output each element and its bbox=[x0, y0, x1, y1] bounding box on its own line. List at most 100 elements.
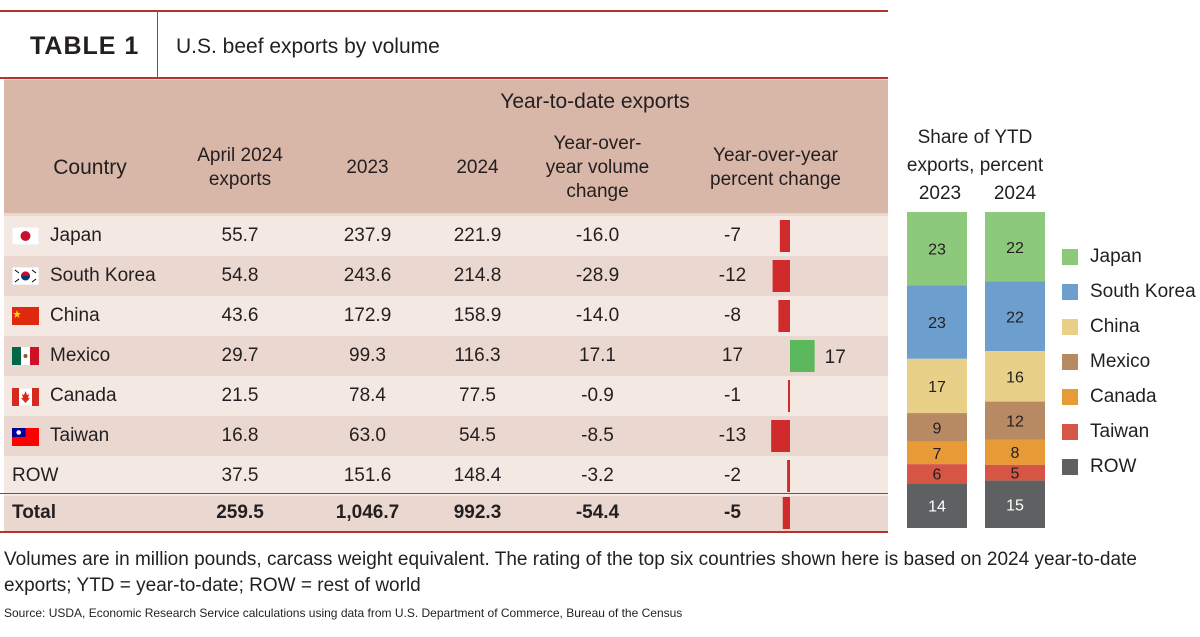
y2023-cell: 237.9 bbox=[343, 225, 392, 246]
legend-label: ROW bbox=[1090, 456, 1137, 477]
country-cell: Taiwan bbox=[50, 425, 110, 446]
table-label: TABLE 1 bbox=[30, 32, 140, 60]
country-cell: Mexico bbox=[50, 345, 111, 366]
country-cell: Canada bbox=[50, 385, 117, 406]
vol-change-cell: -3.2 bbox=[581, 465, 614, 486]
y2023-cell: 63.0 bbox=[349, 425, 386, 446]
april-cell: 54.8 bbox=[221, 265, 259, 286]
share-year-2023: 2023 bbox=[918, 183, 962, 204]
share-segment-canada-2023 bbox=[907, 441, 967, 465]
pct-change-cell: -8 bbox=[724, 305, 741, 326]
pct-change-cell: -7 bbox=[724, 225, 741, 246]
share-segment-row-2023 bbox=[907, 483, 967, 528]
pct-bar-total bbox=[782, 497, 790, 529]
y2024-header: 2024 bbox=[456, 157, 499, 178]
share-segment-label: 7 bbox=[933, 446, 942, 463]
y2024-cell: 116.3 bbox=[454, 345, 501, 366]
pct-bar-label: 17 bbox=[825, 347, 846, 368]
legend-swatch bbox=[1062, 354, 1078, 370]
share-segment-label: 17 bbox=[928, 379, 946, 396]
japan-flag bbox=[12, 227, 39, 245]
april-cell: 37.5 bbox=[221, 465, 259, 486]
legend-swatch bbox=[1062, 459, 1078, 475]
share-segment-label: 16 bbox=[1006, 369, 1024, 386]
y2024-cell: 221.9 bbox=[453, 225, 502, 246]
share-segment-japan-2023 bbox=[907, 212, 967, 286]
share-segment-label: 8 bbox=[1011, 445, 1020, 462]
share-segment-china-2023 bbox=[907, 358, 967, 414]
y2023-header: 2023 bbox=[346, 157, 389, 178]
table-notes: Volumes are in million pounds, carcass w… bbox=[4, 549, 1137, 596]
y2024-cell: 54.5 bbox=[459, 425, 496, 446]
share-segment-taiwan-2023 bbox=[907, 464, 967, 484]
y2023-cell: 78.4 bbox=[349, 385, 386, 406]
legend-label: China bbox=[1090, 316, 1140, 337]
legend-swatch bbox=[1062, 319, 1078, 335]
total-rule bbox=[0, 493, 888, 494]
share-year-2024: 2024 bbox=[993, 183, 1037, 204]
mexico-flag bbox=[12, 347, 39, 365]
country-cell: ROW bbox=[12, 465, 59, 486]
share-segment-mexico-2024 bbox=[985, 401, 1045, 440]
share-segment-label: 9 bbox=[933, 420, 942, 437]
y2024-cell: 77.5 bbox=[459, 385, 496, 406]
share-header: Share of YTD exports, percent 2023 2024 bbox=[895, 124, 1055, 208]
pct-change-cell: -5 bbox=[724, 502, 741, 523]
y2023-cell: 243.6 bbox=[343, 265, 392, 286]
y2024-cell: 148.4 bbox=[453, 465, 502, 486]
pct-bar-taiwan bbox=[771, 420, 790, 452]
share-segment-label: 5 bbox=[1011, 466, 1020, 483]
legend-label: Japan bbox=[1090, 246, 1142, 267]
april-cell: 259.5 bbox=[216, 502, 264, 523]
country-header: Country bbox=[53, 156, 127, 179]
share-segment-label: 22 bbox=[1006, 309, 1024, 326]
y2023-cell: 151.6 bbox=[343, 465, 392, 486]
april-cell: 21.5 bbox=[221, 385, 259, 406]
share-segment-label: 6 bbox=[933, 467, 942, 484]
country-cell: South Korea bbox=[50, 265, 156, 286]
april-cell: 55.7 bbox=[221, 225, 259, 246]
country-cell: Japan bbox=[50, 225, 102, 246]
south-korea-flag bbox=[12, 267, 39, 285]
vol-change-cell: -28.9 bbox=[575, 265, 620, 286]
top-rule bbox=[0, 10, 888, 12]
percent-change-header: Year-over-year percent change bbox=[710, 145, 841, 190]
source-note: Source: USDA, Economic Research Service … bbox=[4, 606, 683, 620]
vol-change-cell: 17.1 bbox=[579, 345, 616, 366]
share-segment-china-2024 bbox=[985, 351, 1045, 402]
pct-bar-china bbox=[778, 300, 790, 332]
title-divider bbox=[157, 12, 158, 77]
share-segment-row-2024 bbox=[985, 480, 1045, 528]
legend-swatch bbox=[1062, 424, 1078, 440]
pct-bar-mexico bbox=[790, 340, 815, 372]
volume-change-header: Year-over-year volume change bbox=[545, 133, 650, 202]
share-segment-mexico-2023 bbox=[907, 413, 967, 442]
legend-swatch bbox=[1062, 284, 1078, 300]
ytd-group-header: Year-to-date exports bbox=[500, 90, 690, 113]
share-segment-japan-2024 bbox=[985, 212, 1045, 282]
share-segment-label: 23 bbox=[928, 315, 946, 332]
share-segment-label: 23 bbox=[928, 242, 946, 259]
april-cell: 29.7 bbox=[221, 345, 259, 366]
y2024-cell: 992.3 bbox=[453, 502, 502, 523]
pct-bar-row bbox=[787, 460, 790, 492]
vol-change-cell: -54.4 bbox=[575, 502, 620, 523]
april-cell: 16.8 bbox=[221, 425, 259, 446]
share-segment-label: 14 bbox=[928, 499, 946, 516]
april-cell: 43.6 bbox=[221, 305, 259, 326]
share-segment-label: 15 bbox=[1006, 497, 1024, 514]
vol-change-cell: -0.9 bbox=[581, 385, 614, 406]
bottom-rule bbox=[0, 531, 888, 533]
percent-change-chart: 17 bbox=[771, 220, 846, 529]
china-flag bbox=[12, 307, 39, 325]
share-segment-south-korea-2023 bbox=[907, 285, 967, 359]
share-segment-canada-2024 bbox=[985, 439, 1045, 465]
share-stacked-chart: 23 23 17 9 7 6 14 22 22 16 12 8 5 15 bbox=[907, 212, 1045, 528]
share-segment-south-korea-2024 bbox=[985, 281, 1045, 352]
table-header bbox=[4, 80, 888, 213]
pct-bar-south-korea bbox=[772, 260, 790, 292]
header-rule bbox=[0, 77, 888, 79]
legend-swatch bbox=[1062, 389, 1078, 405]
table-title: U.S. beef exports by volume bbox=[176, 35, 440, 58]
pct-bar-japan bbox=[779, 220, 790, 252]
